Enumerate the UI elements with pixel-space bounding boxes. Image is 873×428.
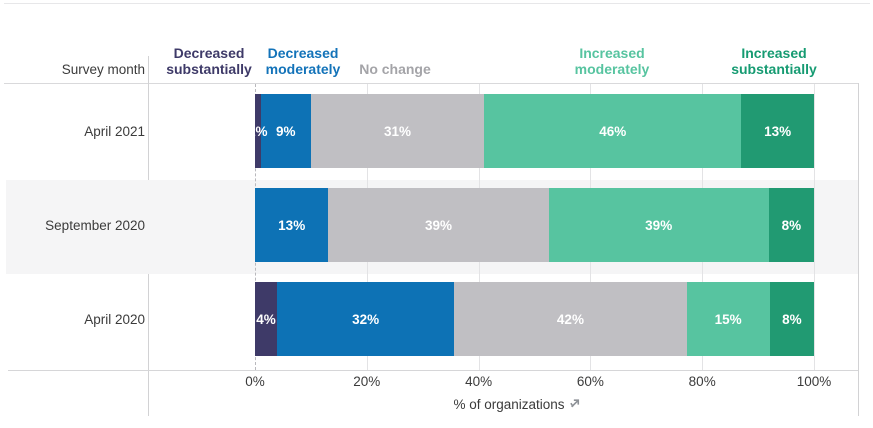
x-axis-title-text: % of organizations [453,397,565,412]
segment-value-label: 1% [248,123,268,139]
sort-arrow-icon [570,398,581,409]
x-axis-line [8,370,858,371]
survey-month-label: Survey month [61,61,145,77]
bar-segment: 39% [548,188,769,262]
segment-value-label: 13% [278,217,306,233]
stacked-bar: 1% 9% 31% 46% 13% [248,94,814,168]
bar-segment: 15% [686,282,770,356]
segment-value-label: 42% [556,311,584,327]
x-tick-label: 40% [465,374,493,389]
segment-value-label: 39% [424,217,452,233]
bar-segment: 39% [328,188,549,262]
segment-value-label: 9% [275,123,296,139]
segment-value-label: 32% [352,311,380,327]
x-axis-title: % of organizations [453,397,580,412]
x-tick-label: 80% [688,374,716,389]
segment-value-label: 31% [384,123,412,139]
bar-segment: 42% [454,282,687,356]
segment-value-label: 15% [714,311,742,327]
segment-value-label: 13% [764,123,792,139]
bar-segment: 1% [248,94,268,168]
x-tick-label: 20% [353,374,381,389]
x-gridline [814,84,815,370]
bar-segment: 8% [768,188,814,262]
segment-value-label: 8% [781,217,802,233]
category-header: Increased moderately [574,45,650,77]
category-header: Increased substantially [731,45,817,77]
bar-segment: 32% [277,282,455,356]
header-underline [4,83,858,84]
x-tick-label: 60% [576,374,604,389]
stacked-bar: 4% 32% 42% 15% 8% [255,282,814,356]
row-label: April 2020 [84,311,145,327]
segment-value-label: 39% [645,217,673,233]
plot-right-border [858,83,859,416]
category-header: Decreased substantially [166,45,252,77]
x-tick-label: 0% [245,374,265,389]
row-label: September 2020 [45,217,145,233]
bar-segment: 13% [741,94,814,168]
row-label: April 2021 [84,123,145,139]
bar-segment: 31% [310,94,485,168]
category-header: Decreased moderately [265,45,341,77]
stacked-bar: 13% 39% 39% 8% [255,188,814,262]
segment-value-label: 46% [599,123,627,139]
x-tick-label: 100% [796,374,832,389]
segment-value-label: 8% [782,311,802,327]
bar-segment: 13% [255,188,329,262]
category-header: No change [359,60,431,77]
bar-segment: 46% [484,94,742,168]
bar-segment: 4% [255,282,278,356]
bar-segment: 9% [260,94,311,168]
segment-value-label: 4% [256,311,276,327]
bar-segment: 8% [769,282,814,356]
top-border [4,3,870,4]
